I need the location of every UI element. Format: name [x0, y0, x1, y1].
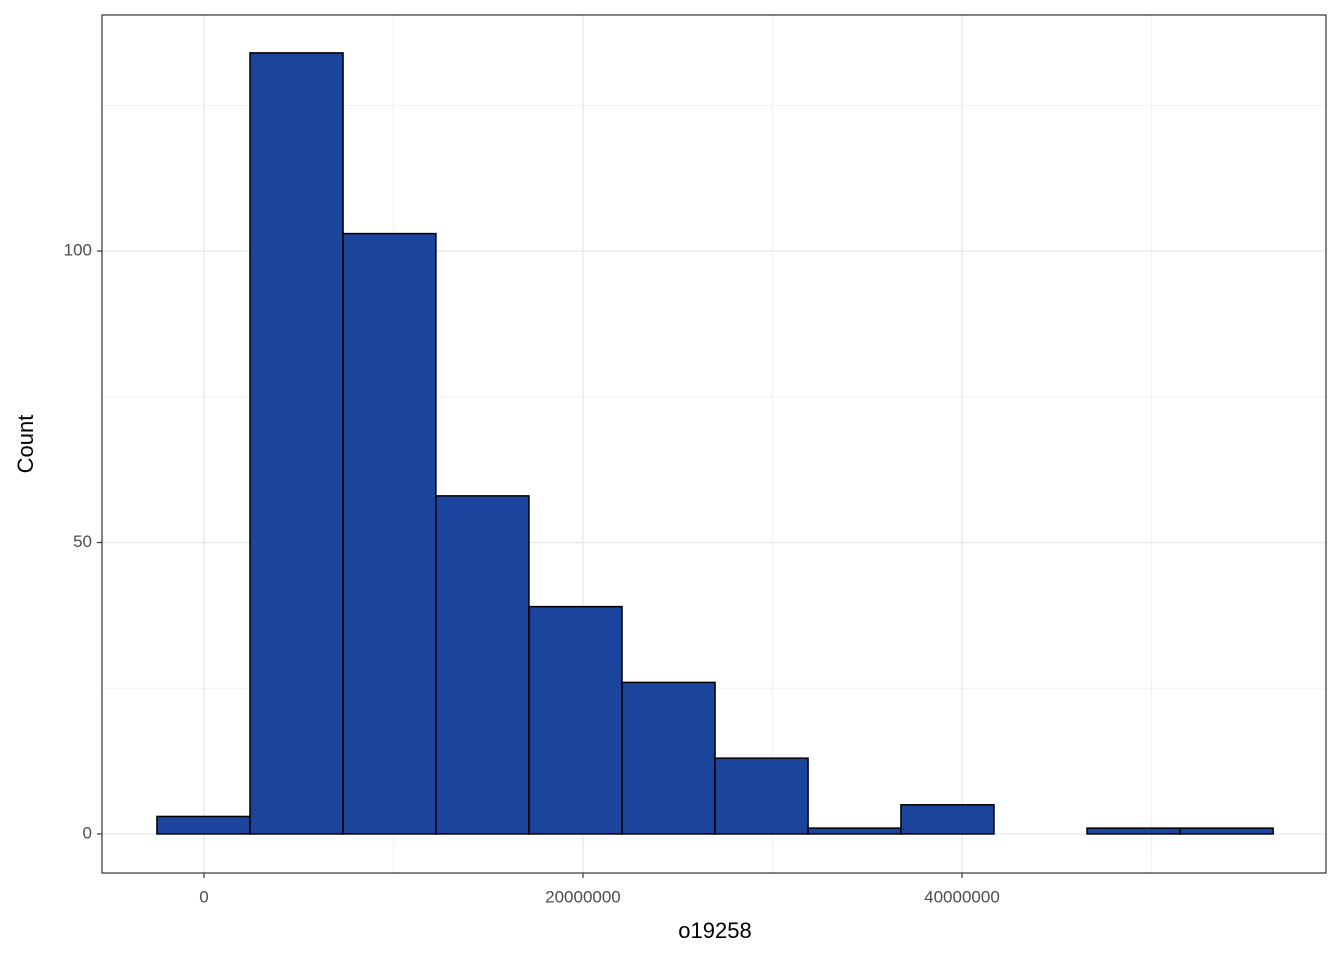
y-tick-label: 0: [83, 823, 92, 842]
x-axis-title: o19258: [678, 918, 751, 943]
histogram-bar: [156, 815, 251, 835]
histogram-bar: [528, 605, 623, 835]
histogram-bar: [435, 495, 530, 835]
histogram-bar: [1086, 827, 1181, 835]
y-axis-title: Count: [13, 415, 38, 474]
y-tick-label: 100: [64, 241, 92, 260]
x-tick-label: 40000000: [924, 887, 1000, 906]
histogram-bar: [342, 232, 437, 835]
histogram-bar: [807, 827, 902, 835]
panel-border: [101, 14, 1327, 874]
histogram-bar: [249, 52, 344, 835]
histogram-bar: [900, 804, 995, 835]
y-tick-label: 50: [73, 532, 92, 551]
histogram-bar: [1179, 827, 1274, 835]
histogram-bar: [621, 681, 716, 835]
histogram-bar: [714, 757, 809, 835]
x-tick-label: 0: [199, 887, 208, 906]
x-tick-label: 20000000: [545, 887, 621, 906]
